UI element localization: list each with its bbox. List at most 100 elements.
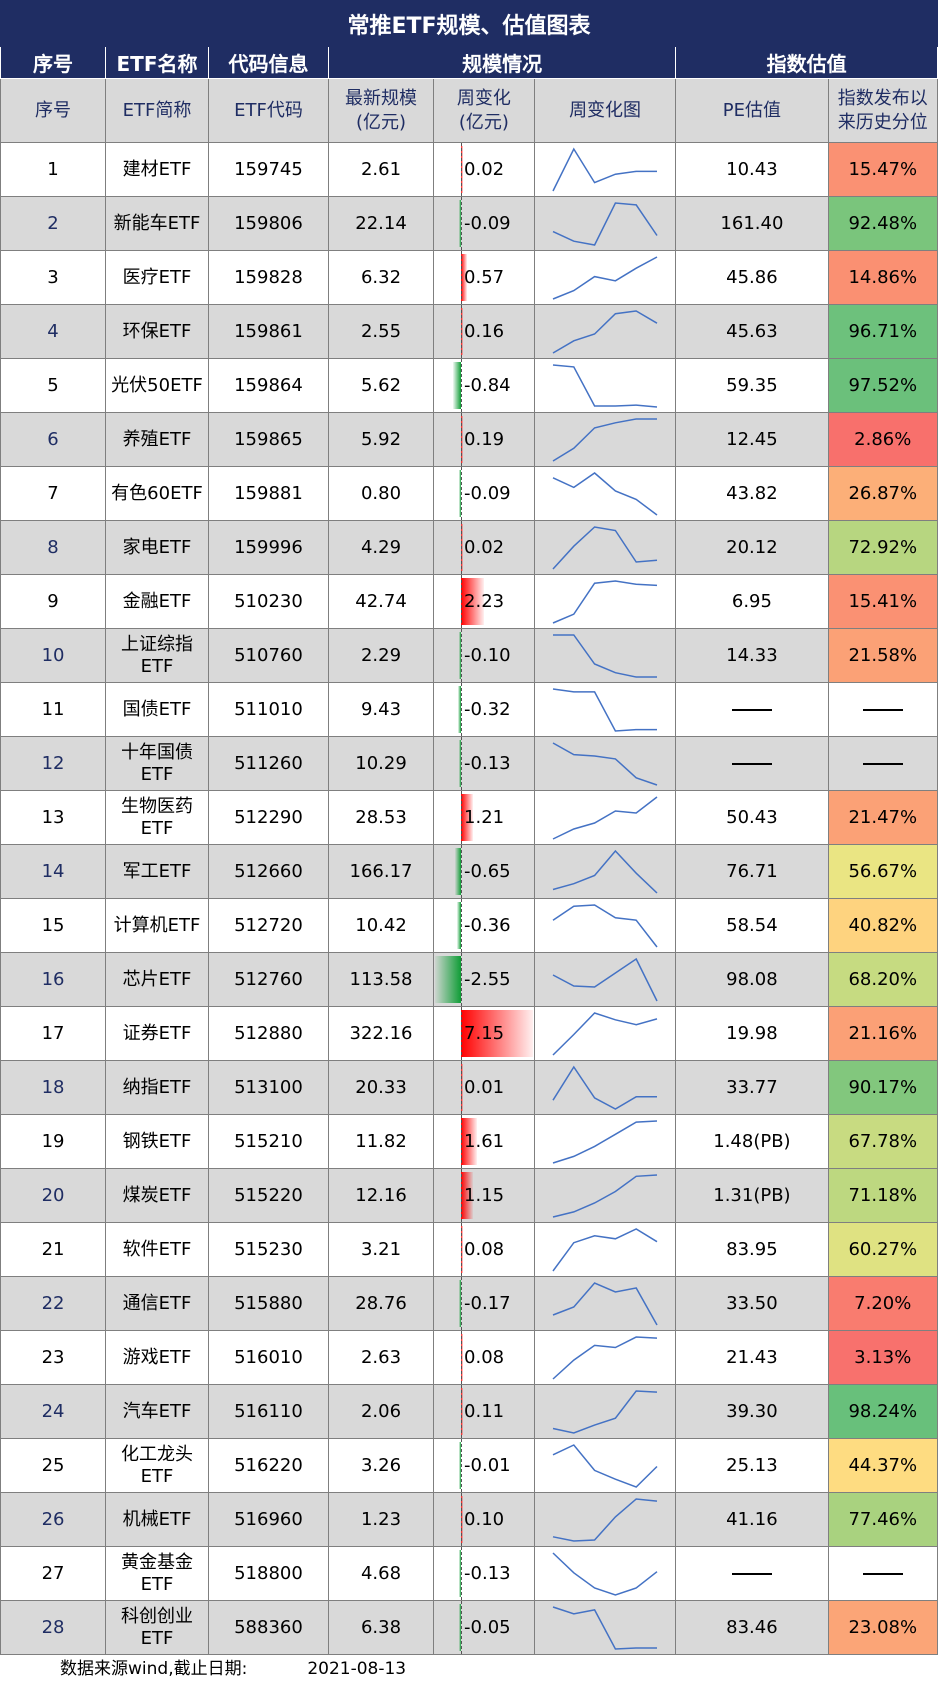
row-scale: 28.53 [327,790,435,845]
row-percentile [827,1546,938,1601]
row-change-value: -0.32 [464,698,511,720]
change-bar-negative [459,1280,462,1327]
row-name: 软件ETF [105,1222,209,1277]
row-scale: 5.62 [327,358,435,413]
row-sparkline [552,1335,658,1380]
table-row: 1 建材ETF 159745 2.61 0.02 10.43 15.47% [0,142,938,197]
change-axis-line [461,1331,463,1384]
row-sparkline-cell [533,628,677,683]
row-change-cell: 0.01 [433,1060,535,1115]
row-change-value: 0.02 [464,536,505,558]
row-sparkline [553,633,658,678]
row-name: 科创创业ETF [105,1600,209,1655]
table-row: 19 钢铁ETF 515210 11.82 1.61 1.48(PB) 67.78% [0,1114,938,1169]
row-index: 3 [0,250,107,305]
table-row: 25 化工龙头ETF 516220 3.26 -0.01 25.13 44.37% [0,1438,938,1493]
row-name: 证券ETF [105,1006,209,1061]
row-index: 28 [0,1600,107,1655]
row-sparkline-cell [533,790,677,845]
row-sparkline-cell [533,1384,677,1439]
row-sparkline-cell [533,1600,677,1655]
change-bar-negative [459,740,462,787]
sparkline-series-line [552,1389,658,1434]
row-percentile [827,682,938,737]
change-axis-line [461,629,463,682]
row-name: 上证综指ETF [105,628,209,683]
table-row: 6 养殖ETF 159865 5.92 0.19 12.45 2.86% [0,412,938,467]
row-change-cell: 0.19 [433,412,535,467]
row-index: 22 [0,1276,107,1331]
row-scale: 4.68 [327,1546,435,1601]
row-sparkline [552,1551,658,1596]
column-header-weekly-change: 周变化 (亿元) [433,78,535,143]
row-pe [675,1546,829,1601]
row-change-cell: -0.01 [433,1438,535,1493]
row-code: 515210 [207,1114,330,1169]
row-change-cell: 0.08 [433,1330,535,1385]
row-scale: 22.14 [327,196,435,251]
row-change-cell: 0.57 [433,250,535,305]
row-code: 516110 [207,1384,330,1439]
change-axis-line [461,683,463,736]
sparkline-series-line [552,795,658,840]
row-index: 24 [0,1384,107,1439]
row-code: 159745 [207,142,330,197]
row-sparkline-cell [533,1114,677,1169]
row-sparkline-cell [533,1060,677,1115]
row-code: 510230 [207,574,330,629]
row-code: 588360 [207,1600,330,1655]
row-percentile: 72.92% [827,520,938,575]
row-change-value: -0.13 [464,1562,511,1584]
row-sparkline-cell [533,898,677,953]
row-change-value: -0.65 [464,860,511,882]
row-name: 建材ETF [105,142,209,197]
row-name: 芯片ETF [105,952,209,1007]
sparkline-series-line [552,957,658,1001]
row-code: 510760 [207,628,330,683]
change-bar-negative [459,200,462,247]
row-change-cell: 2.23 [433,574,535,629]
row-change-cell: 0.08 [433,1222,535,1277]
row-sparkline-cell [533,1006,677,1061]
row-pe: 43.82 [675,466,829,521]
row-change-value: 0.08 [464,1346,505,1368]
row-code: 513100 [207,1060,330,1115]
row-pe: 83.46 [675,1600,829,1655]
row-change-value: 1.61 [464,1130,505,1152]
row-scale: 12.16 [327,1168,435,1223]
row-sparkline [552,255,658,300]
table-row: 2 新能车ETF 159806 22.14 -0.09 161.40 92.48% [0,196,938,251]
row-code: 512720 [207,898,330,953]
row-percentile: 67.78% [827,1114,938,1169]
row-sparkline-cell [533,1276,677,1331]
sparkline-series-line [552,1011,658,1056]
row-scale: 1.23 [327,1492,435,1547]
row-change-cell: 7.15 [433,1006,535,1061]
row-index: 14 [0,844,107,899]
table-row: 11 国债ETF 511010 9.43 -0.32 [0,682,938,737]
change-bar-negative [459,632,462,679]
row-index: 10 [0,628,107,683]
sparkline-series-line [552,1443,658,1488]
table-row: 14 军工ETF 512660 166.17 -0.65 76.71 56.67% [0,844,938,899]
row-pe: 21.43 [675,1330,829,1385]
row-index: 26 [0,1492,107,1547]
row-name: 化工龙头ETF [105,1438,209,1493]
row-index: 12 [0,736,107,791]
row-change-cell: 1.21 [433,790,535,845]
row-change-value: 0.02 [464,158,505,180]
no-data-dash [862,708,903,711]
row-pe: 76.71 [675,844,829,899]
sparkline-series-line [552,687,658,732]
row-sparkline-cell [533,196,677,251]
column-header-weekly-chart: 周变化图 [533,78,677,143]
change-axis-line [461,1385,463,1438]
change-bar-negative [435,956,462,1003]
change-axis-line [461,899,463,952]
table-row: 10 上证综指ETF 510760 2.29 -0.10 14.33 21.58% [0,628,938,683]
row-change-cell: -2.55 [433,952,535,1007]
sparkline-series-line [552,1497,658,1542]
row-sparkline-cell [533,574,677,629]
row-percentile: 60.27% [827,1222,938,1277]
change-axis-line [461,143,463,196]
